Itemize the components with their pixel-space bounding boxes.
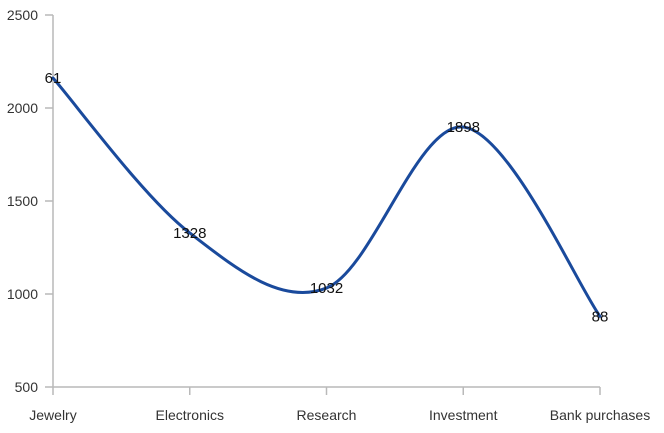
x-axis: Jewelry Electronics Research Investment Bank… xyxy=(29,386,650,423)
y-tick-label: 1000 xyxy=(7,286,38,302)
data-label: 1898 xyxy=(447,119,480,136)
data-label: 1328 xyxy=(173,225,206,242)
data-label: 88 xyxy=(592,308,609,325)
series-group xyxy=(51,76,602,318)
series-line-0 xyxy=(51,76,602,318)
data-labels: 61 1328 1032 1898 88 xyxy=(45,70,609,325)
data-label: 61 xyxy=(45,70,62,87)
y-axis: 500 1000 1500 2000 2500 xyxy=(7,7,54,395)
data-label: 1032 xyxy=(310,280,343,297)
x-tick-label: Investment xyxy=(429,407,498,423)
y-tick-label: 2500 xyxy=(7,7,38,23)
y-tick-label: 1500 xyxy=(7,193,38,209)
y-tick-label: 500 xyxy=(15,379,39,395)
y-tick-label: 2000 xyxy=(7,100,38,116)
x-tick-label: Research xyxy=(297,407,357,423)
x-tick-label: Electronics xyxy=(156,407,224,423)
x-tick-label: Bank purchases xyxy=(550,407,650,423)
x-tick-label: Jewelry xyxy=(29,407,76,423)
